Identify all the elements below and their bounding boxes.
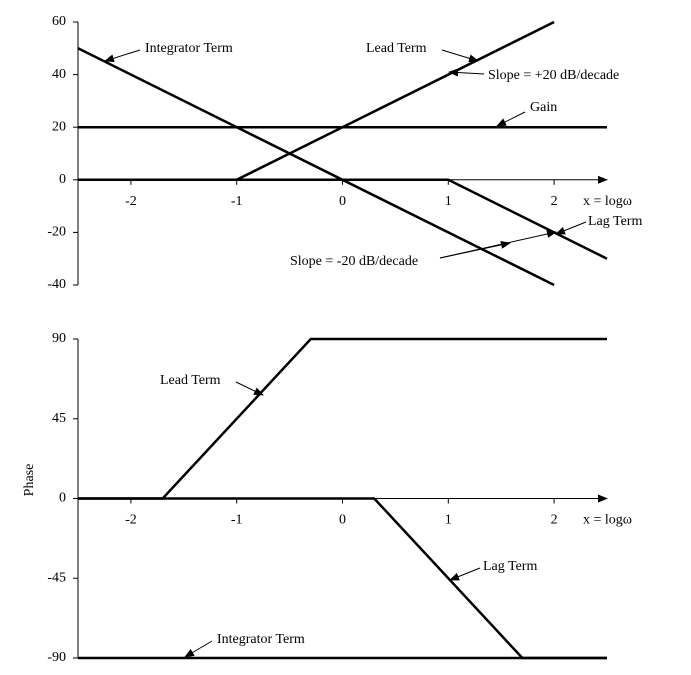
annotation-arrow [441,49,479,63]
annotation: Lead Term [160,373,221,388]
y-tick-label: 0 [59,172,66,187]
annotation-arrow [184,640,213,658]
x-tick-label: -1 [231,513,243,528]
x-tick-label: 2 [551,513,558,528]
line [78,337,607,500]
annotation: Lag Term [483,559,537,574]
annotation: Lag Term [588,214,642,229]
annotation: Slope = +20 dB/decade [488,68,619,83]
y-tick-label: -45 [47,570,66,585]
y-tick-label: 60 [52,14,66,29]
x-tick-label: 0 [339,513,346,528]
x-tick-label: -2 [125,513,137,528]
y-tick-label: 40 [52,67,66,82]
y-axis-label: Phase [22,464,37,497]
x-tick-label: 1 [445,513,452,528]
annotation: Slope = -20 dB/decade [290,254,418,269]
annotation: Integrator Term [145,41,233,56]
annotation-arrow [555,221,587,235]
annotation-arrow [439,240,511,259]
annotation: Gain [530,100,557,115]
line [77,47,555,287]
x-tick-label: 2 [551,194,558,209]
x-axis-label: x = logω [583,513,632,528]
annotation-arrow [104,49,141,63]
x-tick-label: 1 [445,194,452,209]
y-tick-label: -90 [47,650,66,665]
annotation-arrow [449,567,481,581]
annotation-arrow [496,111,526,127]
annotation: Lead Term [366,41,427,56]
annotation-arrow [235,381,264,396]
x-tick-label: -1 [231,194,243,209]
y-tick-label: -20 [47,225,66,240]
x-tick-label: 0 [339,194,346,209]
annotation: Integrator Term [217,632,305,647]
y-tick-label: 45 [52,411,66,426]
y-tick-label: -40 [47,277,66,292]
annotation-arrow [448,68,485,77]
y-tick-label: 0 [59,491,66,506]
x-axis-label: x = logω [583,194,632,209]
line [78,178,608,260]
y-tick-label: 20 [52,119,66,134]
x-tick-label: -2 [125,194,137,209]
y-tick-label: 90 [52,331,66,346]
